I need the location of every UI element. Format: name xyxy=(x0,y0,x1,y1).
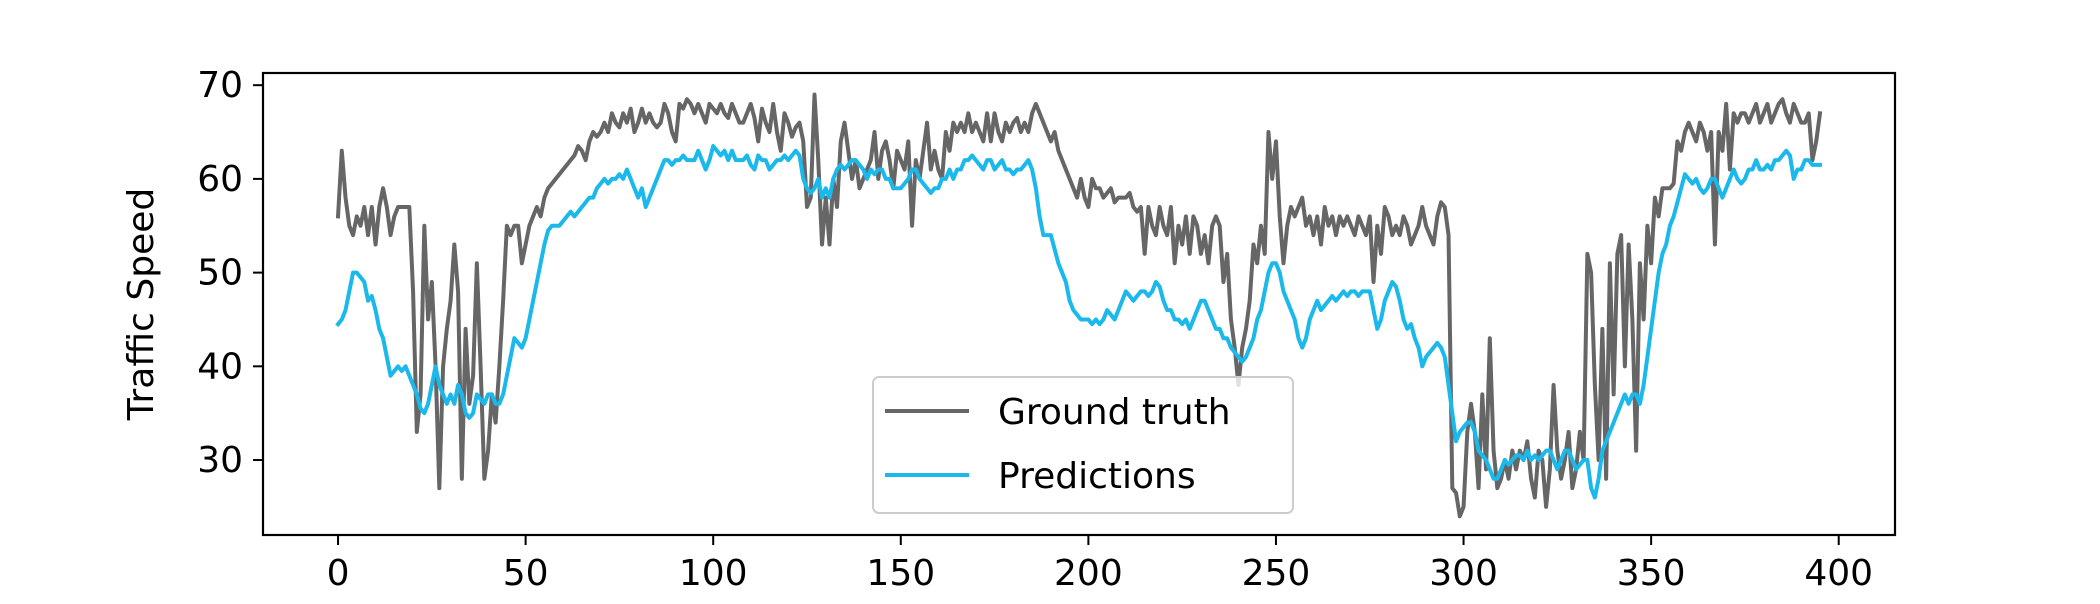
y-tick-label: 70 xyxy=(197,65,243,106)
legend: Ground truth Predictions xyxy=(872,376,1294,514)
x-tick-label: 50 xyxy=(503,553,549,594)
y-axis: 30 40 50 60 70 xyxy=(197,65,263,481)
legend-box xyxy=(872,376,1294,514)
y-axis-label: Traffic Speed xyxy=(121,188,162,421)
x-tick-label: 200 xyxy=(1054,553,1123,594)
x-tick-label: 400 xyxy=(1804,553,1873,594)
x-tick-label: 100 xyxy=(679,553,748,594)
x-tick-label: 300 xyxy=(1429,553,1498,594)
series-line-predictions xyxy=(335,144,1822,500)
legend-label: Predictions xyxy=(998,456,1196,497)
x-tick-label: 150 xyxy=(866,553,935,594)
x-tick-label: 350 xyxy=(1617,553,1686,594)
y-tick-label: 30 xyxy=(197,440,243,481)
y-tick-label: 40 xyxy=(197,346,243,387)
x-tick-label: 0 xyxy=(327,553,350,594)
x-tick-label: 250 xyxy=(1242,553,1311,594)
series-line-ground-truth xyxy=(335,92,1823,519)
y-tick-label: 50 xyxy=(197,253,243,294)
series-layer xyxy=(335,92,1823,519)
plot-frame xyxy=(261,71,1897,537)
x-axis: 0 50 100 150 200 250 300 350 400 xyxy=(327,535,1873,594)
y-tick-label: 60 xyxy=(197,159,243,200)
legend-label: Ground truth xyxy=(998,392,1231,433)
